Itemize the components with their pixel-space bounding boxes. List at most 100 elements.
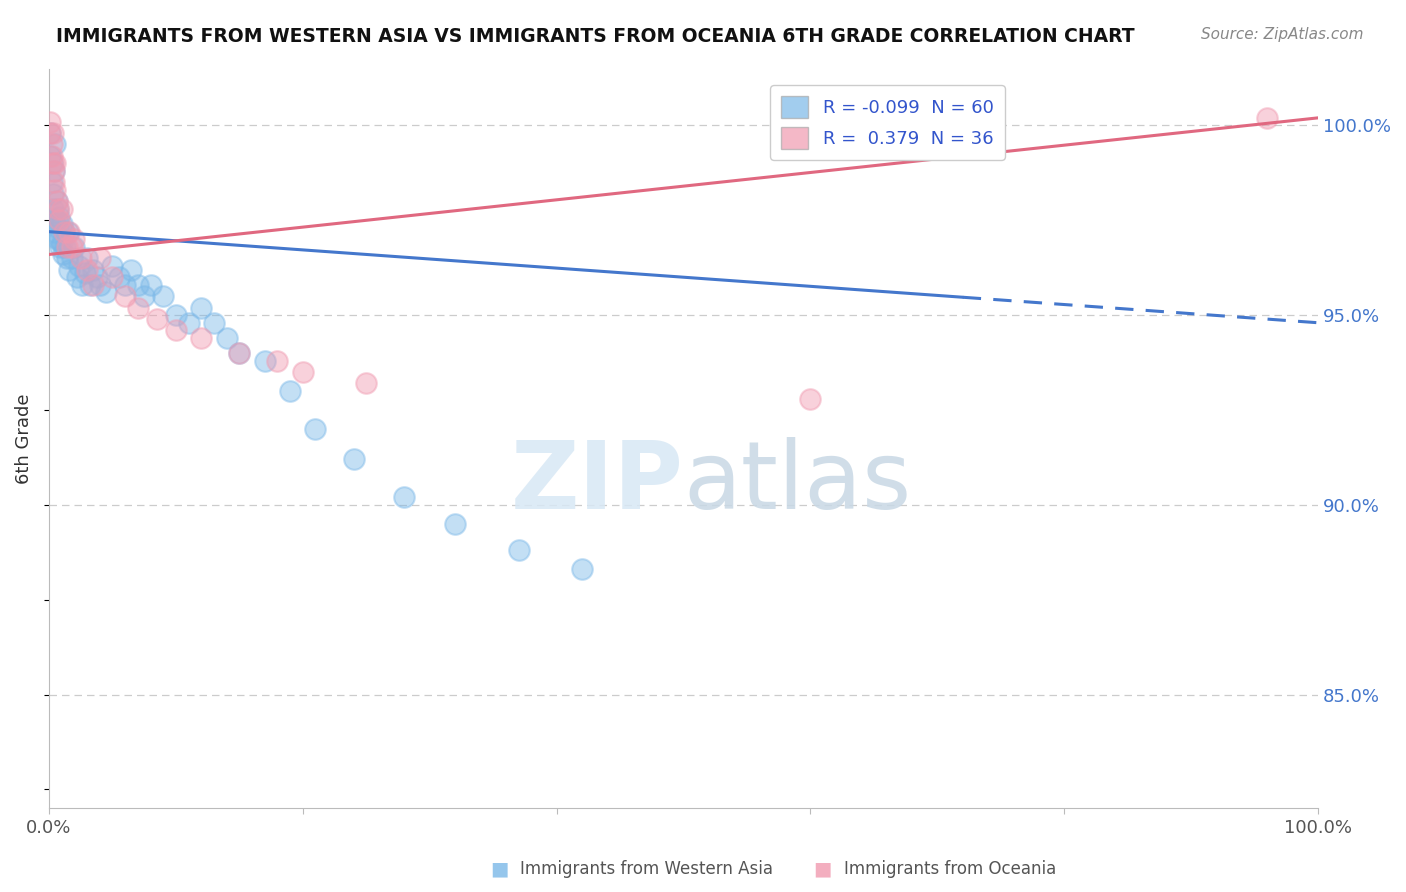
- Point: [799, 392, 821, 406]
- Point: [42, 156, 65, 170]
- Point: [48, 210, 70, 224]
- Point: [41, 149, 63, 163]
- Point: [53, 225, 76, 239]
- Point: [63, 232, 86, 246]
- Point: [45, 213, 67, 227]
- Point: [39, 126, 62, 140]
- Point: [127, 301, 149, 315]
- Point: [165, 323, 187, 337]
- Point: [114, 277, 136, 292]
- Point: [53, 225, 76, 239]
- Point: [69, 252, 91, 266]
- Point: [94, 285, 117, 300]
- Point: [51, 235, 73, 250]
- Point: [278, 384, 301, 398]
- Point: [44, 183, 66, 197]
- Point: [55, 252, 77, 266]
- Point: [60, 252, 83, 266]
- Point: [45, 194, 67, 209]
- Point: [89, 277, 111, 292]
- Point: [39, 149, 62, 163]
- Text: Immigrants from Oceania: Immigrants from Oceania: [844, 860, 1056, 878]
- Point: [39, 126, 62, 140]
- Point: [165, 308, 187, 322]
- Point: [52, 247, 75, 261]
- Text: ■: ■: [489, 859, 509, 879]
- Point: [73, 267, 96, 281]
- Point: [42, 164, 65, 178]
- Point: [215, 331, 238, 345]
- Point: [66, 270, 89, 285]
- Point: [508, 543, 530, 558]
- Point: [58, 225, 80, 239]
- Point: [55, 240, 77, 254]
- Point: [76, 252, 98, 266]
- Point: [228, 346, 250, 360]
- Point: [342, 452, 364, 467]
- Point: [42, 126, 65, 140]
- Text: atlas: atlas: [683, 437, 912, 529]
- Point: [63, 240, 86, 254]
- Text: ZIP: ZIP: [510, 437, 683, 529]
- Point: [101, 259, 124, 273]
- Point: [48, 213, 70, 227]
- Point: [41, 156, 63, 170]
- Point: [67, 259, 90, 273]
- Point: [76, 262, 98, 277]
- Point: [39, 114, 62, 128]
- Point: [51, 217, 73, 231]
- Point: [60, 240, 83, 254]
- Point: [394, 491, 416, 505]
- Legend: R = -0.099  N = 60, R =  0.379  N = 36: R = -0.099 N = 60, R = 0.379 N = 36: [770, 85, 1004, 160]
- Point: [49, 240, 72, 254]
- Point: [42, 164, 65, 178]
- Point: [56, 225, 79, 239]
- Point: [42, 202, 65, 216]
- Point: [101, 270, 124, 285]
- Point: [356, 376, 378, 391]
- Point: [46, 220, 69, 235]
- Point: [146, 312, 169, 326]
- Point: [1256, 111, 1278, 125]
- Point: [304, 422, 326, 436]
- Point: [107, 270, 129, 285]
- Point: [134, 289, 156, 303]
- Point: [41, 137, 63, 152]
- Point: [42, 175, 65, 189]
- Point: [177, 316, 200, 330]
- Point: [41, 175, 63, 189]
- Point: [86, 270, 108, 285]
- Point: [55, 240, 77, 254]
- Point: [51, 202, 73, 216]
- Point: [228, 346, 250, 360]
- Point: [89, 252, 111, 266]
- Point: [444, 516, 467, 531]
- Point: [190, 331, 212, 345]
- Point: [114, 289, 136, 303]
- Point: [139, 277, 162, 292]
- Point: [291, 365, 314, 379]
- Point: [44, 156, 66, 170]
- Text: ■: ■: [813, 859, 832, 879]
- Point: [82, 277, 104, 292]
- Point: [45, 194, 67, 209]
- Point: [46, 202, 69, 216]
- Point: [48, 232, 70, 246]
- Point: [44, 225, 66, 239]
- Point: [190, 301, 212, 315]
- Point: [58, 262, 80, 277]
- Y-axis label: 6th Grade: 6th Grade: [15, 393, 32, 483]
- Point: [121, 262, 143, 277]
- Text: Source: ZipAtlas.com: Source: ZipAtlas.com: [1201, 27, 1364, 42]
- Point: [42, 186, 65, 201]
- Point: [44, 137, 66, 152]
- Text: IMMIGRANTS FROM WESTERN ASIA VS IMMIGRANTS FROM OCEANIA 6TH GRADE CORRELATION CH: IMMIGRANTS FROM WESTERN ASIA VS IMMIGRAN…: [56, 27, 1135, 45]
- Point: [46, 202, 69, 216]
- Point: [79, 277, 101, 292]
- Point: [202, 316, 225, 330]
- Point: [70, 277, 93, 292]
- Point: [127, 277, 149, 292]
- Point: [253, 353, 276, 368]
- Point: [45, 232, 67, 246]
- Text: Immigrants from Western Asia: Immigrants from Western Asia: [520, 860, 773, 878]
